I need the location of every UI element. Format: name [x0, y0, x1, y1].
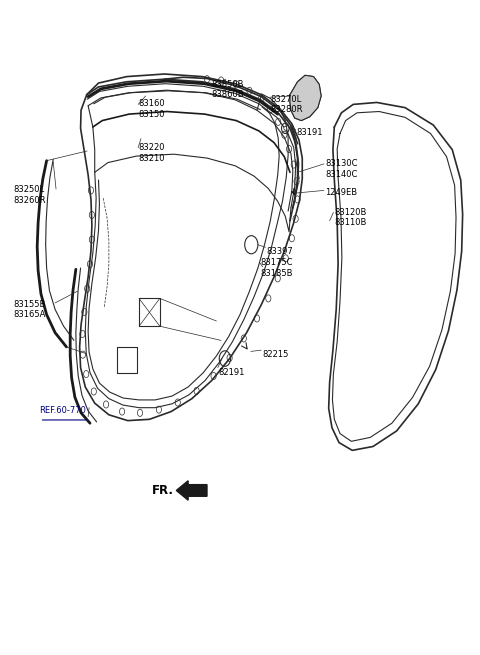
Text: 83120B
83110B: 83120B 83110B	[335, 208, 367, 227]
Text: 83270L
83280R: 83270L 83280R	[271, 95, 303, 114]
Text: 83250L
83260R: 83250L 83260R	[13, 185, 46, 204]
Text: 83160
83150: 83160 83150	[139, 99, 165, 119]
Text: 82191: 82191	[219, 368, 245, 377]
Text: 83130C
83140C: 83130C 83140C	[325, 159, 358, 179]
Text: REF.60-770: REF.60-770	[39, 406, 86, 415]
Circle shape	[284, 126, 287, 130]
Text: 1249EB: 1249EB	[325, 189, 357, 198]
Text: 83850B
83860B: 83850B 83860B	[212, 80, 244, 99]
Text: 83155B
83165A: 83155B 83165A	[13, 300, 46, 319]
Text: 83175C
83185B: 83175C 83185B	[260, 258, 293, 278]
Text: 82215: 82215	[262, 350, 288, 358]
Text: 83191: 83191	[297, 128, 323, 137]
FancyArrow shape	[176, 481, 207, 500]
Polygon shape	[290, 75, 321, 121]
Text: 83397: 83397	[266, 248, 293, 256]
Text: FR.: FR.	[152, 484, 174, 497]
Text: 83220
83210: 83220 83210	[139, 143, 165, 162]
